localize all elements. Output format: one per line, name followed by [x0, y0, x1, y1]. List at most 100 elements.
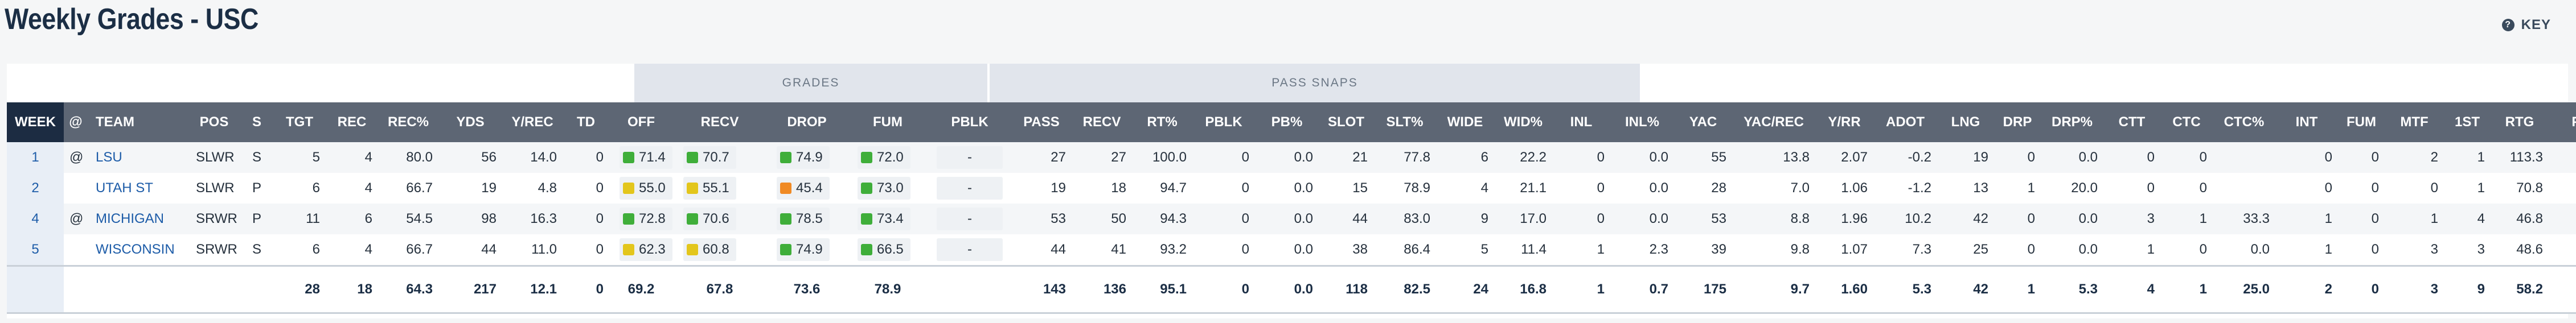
team-cell[interactable]: MICHIGAN: [88, 204, 188, 234]
team-cell[interactable]: LSU: [88, 142, 188, 173]
off-grade-cell: 55.0: [609, 173, 673, 204]
total-ctc-pct: 25.0: [2213, 265, 2275, 314]
column-header-td[interactable]: TD: [563, 102, 609, 142]
column-header-yac-rec[interactable]: YAC/REC: [1732, 102, 1815, 142]
column-header-fum[interactable]: FUM: [847, 102, 928, 142]
column-header-tgt[interactable]: TGT: [273, 102, 326, 142]
column-header-pass[interactable]: PASS: [1011, 102, 1072, 142]
table-row[interactable]: 2 UTAH ST SLWR P 6 4 66.7 19 4.8 0 55.0 55.1 45.4 73.…: [7, 173, 2576, 204]
int-cell: 1: [2275, 234, 2338, 266]
grade-value: 70.6: [703, 211, 729, 226]
page-title: Weekly Grades - USC: [5, 3, 259, 36]
total-inl-pct: 0.7: [1610, 265, 1674, 314]
pen-cell: 0 (0): [2549, 173, 2576, 204]
column-header-recv[interactable]: RECV: [673, 102, 766, 142]
column-header-wide[interactable]: WIDE: [1436, 102, 1494, 142]
column-header-rec-pct[interactable]: REC%: [378, 102, 438, 142]
total-int: 2: [2275, 265, 2338, 314]
column-header-y-rec[interactable]: Y/REC: [502, 102, 563, 142]
grade-value: 45.4: [796, 180, 823, 196]
column-header-yac[interactable]: YAC: [1674, 102, 1732, 142]
grade-color-swatch: [780, 152, 791, 163]
at-cell: [64, 234, 88, 266]
total-recv: 67.8: [673, 265, 766, 314]
column-header-y-rr[interactable]: Y/RR: [1815, 102, 1873, 142]
mtf-cell: 0: [2385, 173, 2444, 204]
column-header-recv-snaps[interactable]: RECV: [1072, 102, 1132, 142]
column-header-pos[interactable]: POS: [188, 102, 240, 142]
column-header-ctt[interactable]: CTT: [2103, 102, 2160, 142]
column-header-mtf[interactable]: MTF: [2385, 102, 2444, 142]
total-drp: 1: [1994, 265, 2041, 314]
column-header-int[interactable]: INT: [2275, 102, 2338, 142]
column-header-drp-pct[interactable]: DRP%: [2041, 102, 2103, 142]
team-cell[interactable]: WISCONSIN: [88, 234, 188, 266]
column-header-drp[interactable]: DRP: [1994, 102, 2041, 142]
grade-value: 73.0: [877, 180, 904, 196]
y-rec-cell: 14.0: [502, 142, 563, 173]
table-row[interactable]: 5 WISCONSIN SRWR S 6 4 66.7 44 11.0 0 62.3 60.8 74.9…: [7, 234, 2576, 266]
s-cell: P: [240, 204, 273, 234]
inl-cell: 0: [1552, 204, 1610, 234]
week-cell: 1: [7, 142, 64, 173]
column-header-slt-pct[interactable]: SLT%: [1373, 102, 1436, 142]
column-header-first[interactable]: 1ST: [2444, 102, 2491, 142]
pblk-grade-cell: -: [928, 173, 1011, 204]
grade-badge: 70.6: [683, 208, 736, 230]
column-header-drop[interactable]: DROP: [766, 102, 847, 142]
lng-cell: 13: [1937, 173, 1994, 204]
total-y-rr: 1.60: [1815, 265, 1873, 314]
column-header-rec[interactable]: REC: [326, 102, 378, 142]
column-header-at[interactable]: @: [64, 102, 88, 142]
grade-value: 72.8: [639, 211, 666, 226]
rt-pct-cell: 100.0: [1132, 142, 1192, 173]
week-cell: 5: [7, 234, 64, 266]
column-header-adot[interactable]: ADOT: [1873, 102, 1937, 142]
column-header-inl-pct[interactable]: INL%: [1610, 102, 1674, 142]
column-header-s[interactable]: S: [240, 102, 273, 142]
pblk-grade-cell: -: [928, 204, 1011, 234]
total-rtg: 58.2: [2491, 265, 2549, 314]
table-row[interactable]: 4 @ MICHIGAN SRWR P 11 6 54.5 98 16.3 0 72.8 70.6 78.…: [7, 204, 2576, 234]
column-header-pblk[interactable]: PBLK: [928, 102, 1011, 142]
column-header-slot[interactable]: SLOT: [1319, 102, 1373, 142]
yds-cell: 98: [438, 204, 502, 234]
int-cell: 0: [2275, 142, 2338, 173]
column-header-pblk-snaps[interactable]: PBLK: [1192, 102, 1255, 142]
rec-cell: 4: [326, 173, 378, 204]
column-header-ctc[interactable]: CTC: [2160, 102, 2213, 142]
column-header-rt-pct[interactable]: RT%: [1132, 102, 1192, 142]
table-row[interactable]: 1 @ LSU SLWR S 5 4 80.0 56 14.0 0 71.4 70.7 74.9 72.0-…: [7, 142, 2576, 173]
adot-cell: 10.2: [1873, 204, 1937, 234]
grade-color-swatch: [623, 244, 634, 255]
column-header-pen[interactable]: PEN: [2549, 102, 2576, 142]
rec-pct-cell: 80.0: [378, 142, 438, 173]
total-drp-pct: 5.3: [2041, 265, 2103, 314]
week-cell: 2: [7, 173, 64, 204]
column-header-fum2[interactable]: FUM: [2338, 102, 2385, 142]
total-fum: 78.9: [847, 265, 928, 314]
grade-badge: 72.8: [620, 208, 672, 230]
column-header-off[interactable]: OFF: [609, 102, 673, 142]
column-header-inl[interactable]: INL: [1552, 102, 1610, 142]
column-header-team[interactable]: TEAM: [88, 102, 188, 142]
column-header-lng[interactable]: LNG: [1937, 102, 1994, 142]
total-drop: 73.6: [766, 265, 847, 314]
column-header-week[interactable]: WEEK: [7, 102, 64, 142]
fum2-cell: 0: [2338, 142, 2385, 173]
column-header-yds[interactable]: YDS: [438, 102, 502, 142]
pass-cell: 27: [1011, 142, 1072, 173]
column-header-rtg[interactable]: RTG: [2491, 102, 2549, 142]
drp-pct-cell: 0.0: [2041, 204, 2103, 234]
column-header-pb-pct[interactable]: PB%: [1255, 102, 1319, 142]
drp-pct-cell: 0.0: [2041, 142, 2103, 173]
grade-badge: 62.3: [620, 238, 672, 261]
grade-badge: 45.4: [777, 177, 830, 200]
grade-badge: 78.5: [777, 208, 830, 230]
key-button[interactable]: ? KEY: [2501, 17, 2551, 33]
team-cell[interactable]: UTAH ST: [88, 173, 188, 204]
column-header-ctc-pct[interactable]: CTC%: [2213, 102, 2275, 142]
column-header-wid-pct[interactable]: WID%: [1494, 102, 1552, 142]
ctc-pct-cell: 33.3: [2213, 204, 2275, 234]
off-grade-cell: 62.3: [609, 234, 673, 266]
